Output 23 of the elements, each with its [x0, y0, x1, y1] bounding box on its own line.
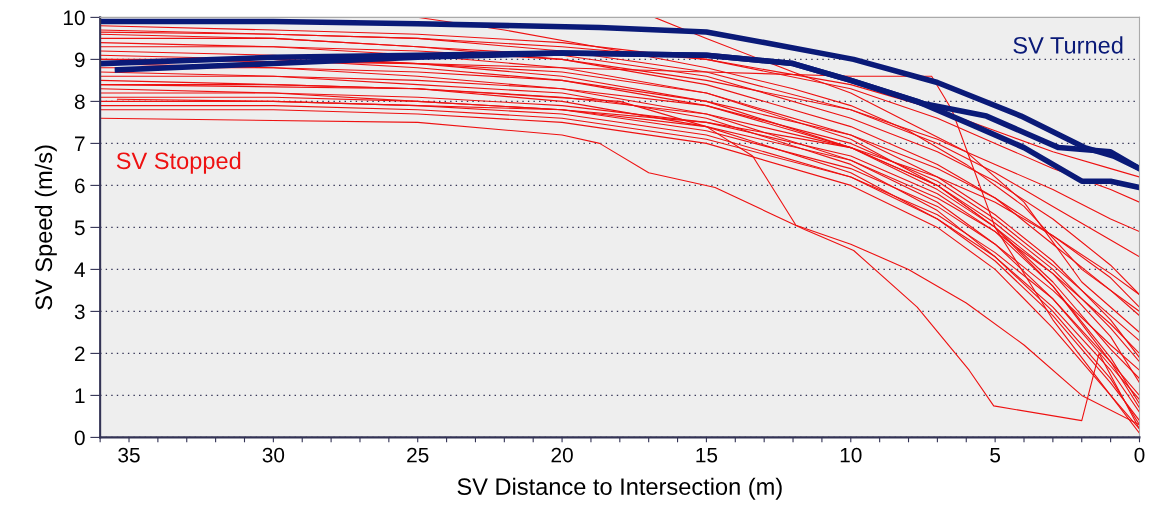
- y-tick-label: 8: [74, 94, 85, 110]
- y-tick-label: 7: [75, 136, 85, 151]
- y-tick-label: 4: [74, 262, 85, 277]
- y-axis-title: SV Speed (m/s): [34, 145, 57, 310]
- text: SV Stopped: [116, 151, 241, 174]
- x-tick-label: 10: [840, 447, 862, 463]
- x-axis-title: SV Distance to Intersection (m): [457, 477, 782, 500]
- x-tick-label: 35: [118, 447, 140, 463]
- y-tick-label: 3: [74, 304, 85, 320]
- y-tick-label: 6: [75, 178, 85, 194]
- x-tick-label: 0: [1134, 447, 1145, 463]
- text: SV Turned: [1013, 36, 1123, 54]
- y-tick-label: 9: [74, 52, 85, 68]
- x-tick-label: 20: [551, 447, 573, 463]
- x-tick-label: 5: [990, 447, 1001, 463]
- y-tick-label: 5: [74, 220, 85, 236]
- y-tick-label: 2: [75, 346, 85, 361]
- x-tick-label: 15: [696, 447, 718, 463]
- y-tick-label: 1: [75, 388, 85, 403]
- x-tick-label: 30: [262, 447, 285, 463]
- y-tick-label: 0: [74, 430, 85, 446]
- y-tick-label: 10: [63, 10, 85, 26]
- x-tick-label: 25: [407, 447, 429, 463]
